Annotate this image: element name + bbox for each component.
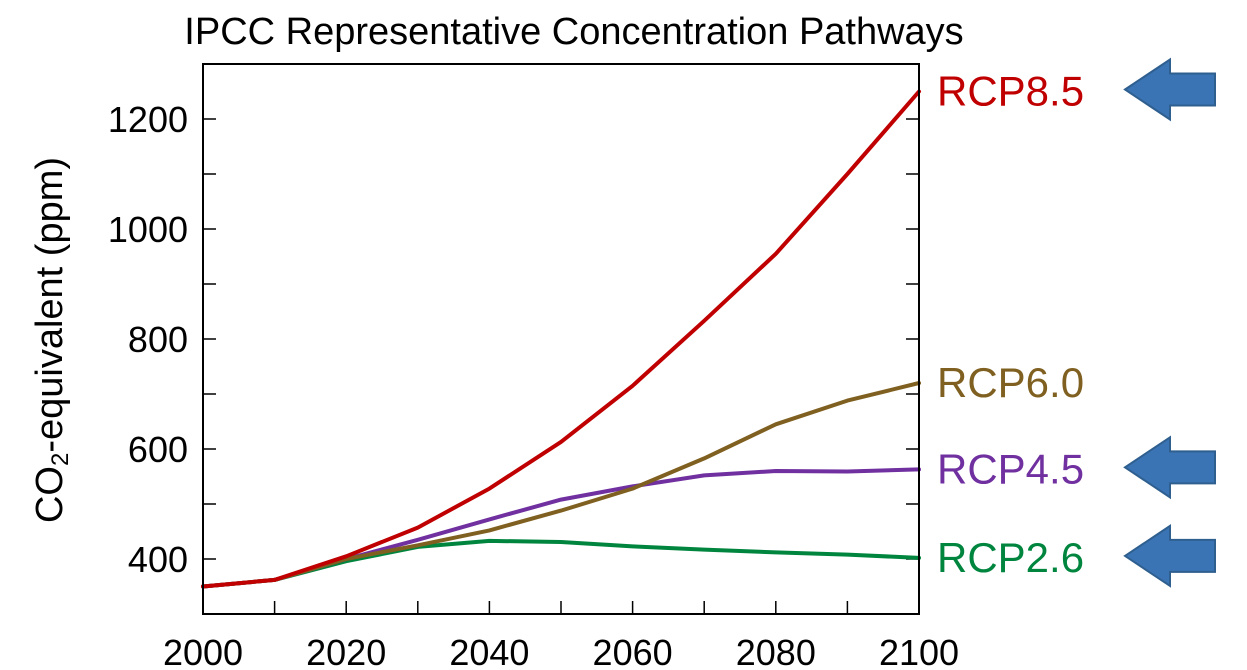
y-tick-label: 400 xyxy=(128,539,188,580)
x-tick-label: 2000 xyxy=(163,632,243,670)
x-tick-label: 2060 xyxy=(593,632,673,670)
left-arrow-icon xyxy=(1123,524,1216,588)
arrow-marker xyxy=(1123,435,1216,500)
y-axis-label-rest: -equivalent (ppm) xyxy=(29,157,71,453)
arrow-marker xyxy=(1123,57,1216,122)
series-label-rcp8-5: RCP8.5 xyxy=(937,68,1084,115)
y-tick-label: 1200 xyxy=(108,99,188,140)
series-line-rcp6-0 xyxy=(201,381,921,589)
x-tick-label: 2080 xyxy=(736,632,816,670)
left-arrow-icon xyxy=(1123,435,1216,500)
arrow-marker xyxy=(1123,524,1216,588)
chart-title: IPCC Representative Concentration Pathwa… xyxy=(184,11,963,53)
series-labels: RCP8.5 RCP6.0 RCP4.5 RCP2.6 xyxy=(937,68,1084,581)
arrow-markers xyxy=(1123,57,1216,588)
y-tick-label: 600 xyxy=(128,429,188,470)
plot-frame xyxy=(202,63,920,615)
left-arrow-icon xyxy=(1123,57,1216,122)
x-tick-label: 2040 xyxy=(449,632,529,670)
y-tick-label: 800 xyxy=(128,319,188,360)
y-axis-label-subscript: 2 xyxy=(47,453,74,466)
series-label-rcp6-0: RCP6.0 xyxy=(937,359,1084,406)
series-line-rcp2-6 xyxy=(201,538,921,589)
x-tick-label: 2020 xyxy=(306,632,386,670)
y-axis-label-main: CO xyxy=(29,466,71,523)
y-axis-label: CO2-equivalent (ppm) xyxy=(29,157,74,523)
y-tick-label: 1000 xyxy=(108,209,188,250)
series-label-rcp4-5: RCP4.5 xyxy=(937,445,1084,492)
series-lines xyxy=(201,89,921,589)
series-line-rcp8-5 xyxy=(201,89,921,589)
x-tick-label: 2100 xyxy=(879,632,959,670)
tick-layer: 400 600 800 1000 1200 2000 2020 2040 2060 2080 210… xyxy=(108,63,959,670)
series-label-rcp2-6: RCP2.6 xyxy=(937,534,1084,581)
